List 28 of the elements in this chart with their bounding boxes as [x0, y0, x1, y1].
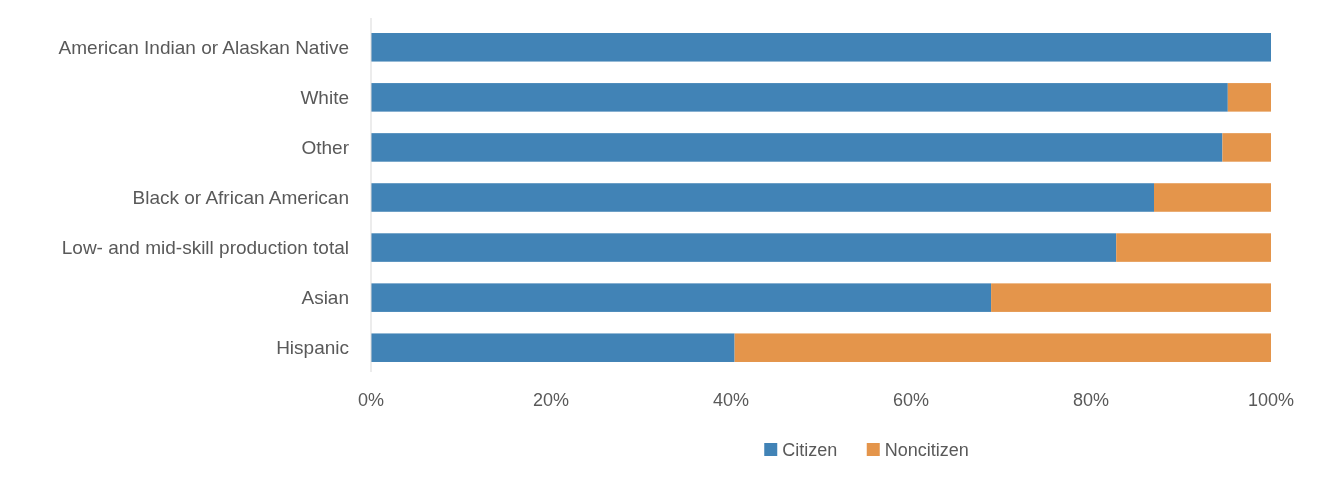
x-tick-label: 20%	[532, 390, 570, 410]
bar	[371, 133, 1223, 162]
y-tick-label: Asian	[301, 287, 349, 309]
legend-label: Citizen	[782, 440, 838, 460]
bar	[1116, 233, 1271, 262]
bar	[371, 183, 1154, 212]
bar	[371, 283, 992, 312]
bar	[371, 233, 1117, 262]
y-tick-label: Hispanic	[276, 337, 349, 359]
x-tick-label: 0%	[357, 390, 385, 410]
bar	[371, 33, 1271, 62]
y-tick-label: Low- and mid-skill production total	[61, 237, 349, 259]
y-tick-label: Other	[301, 137, 350, 159]
bar	[1154, 183, 1271, 212]
bar	[371, 83, 1228, 112]
x-tick-label: 80%	[1072, 390, 1110, 410]
x-tick-label: 40%	[712, 390, 750, 410]
x-tick-label: 60%	[892, 390, 930, 410]
bar	[991, 283, 1271, 312]
bar	[371, 333, 735, 362]
bar	[1222, 133, 1271, 162]
bar	[734, 333, 1271, 362]
y-tick-label: White	[300, 87, 349, 109]
y-tick-label: American Indian or Alaskan Native	[58, 36, 349, 58]
y-tick-label: Black or African American	[132, 187, 349, 209]
legend-label: Noncitizen	[884, 440, 969, 460]
x-tick-label: 100%	[1247, 390, 1295, 410]
bar	[1227, 83, 1271, 112]
